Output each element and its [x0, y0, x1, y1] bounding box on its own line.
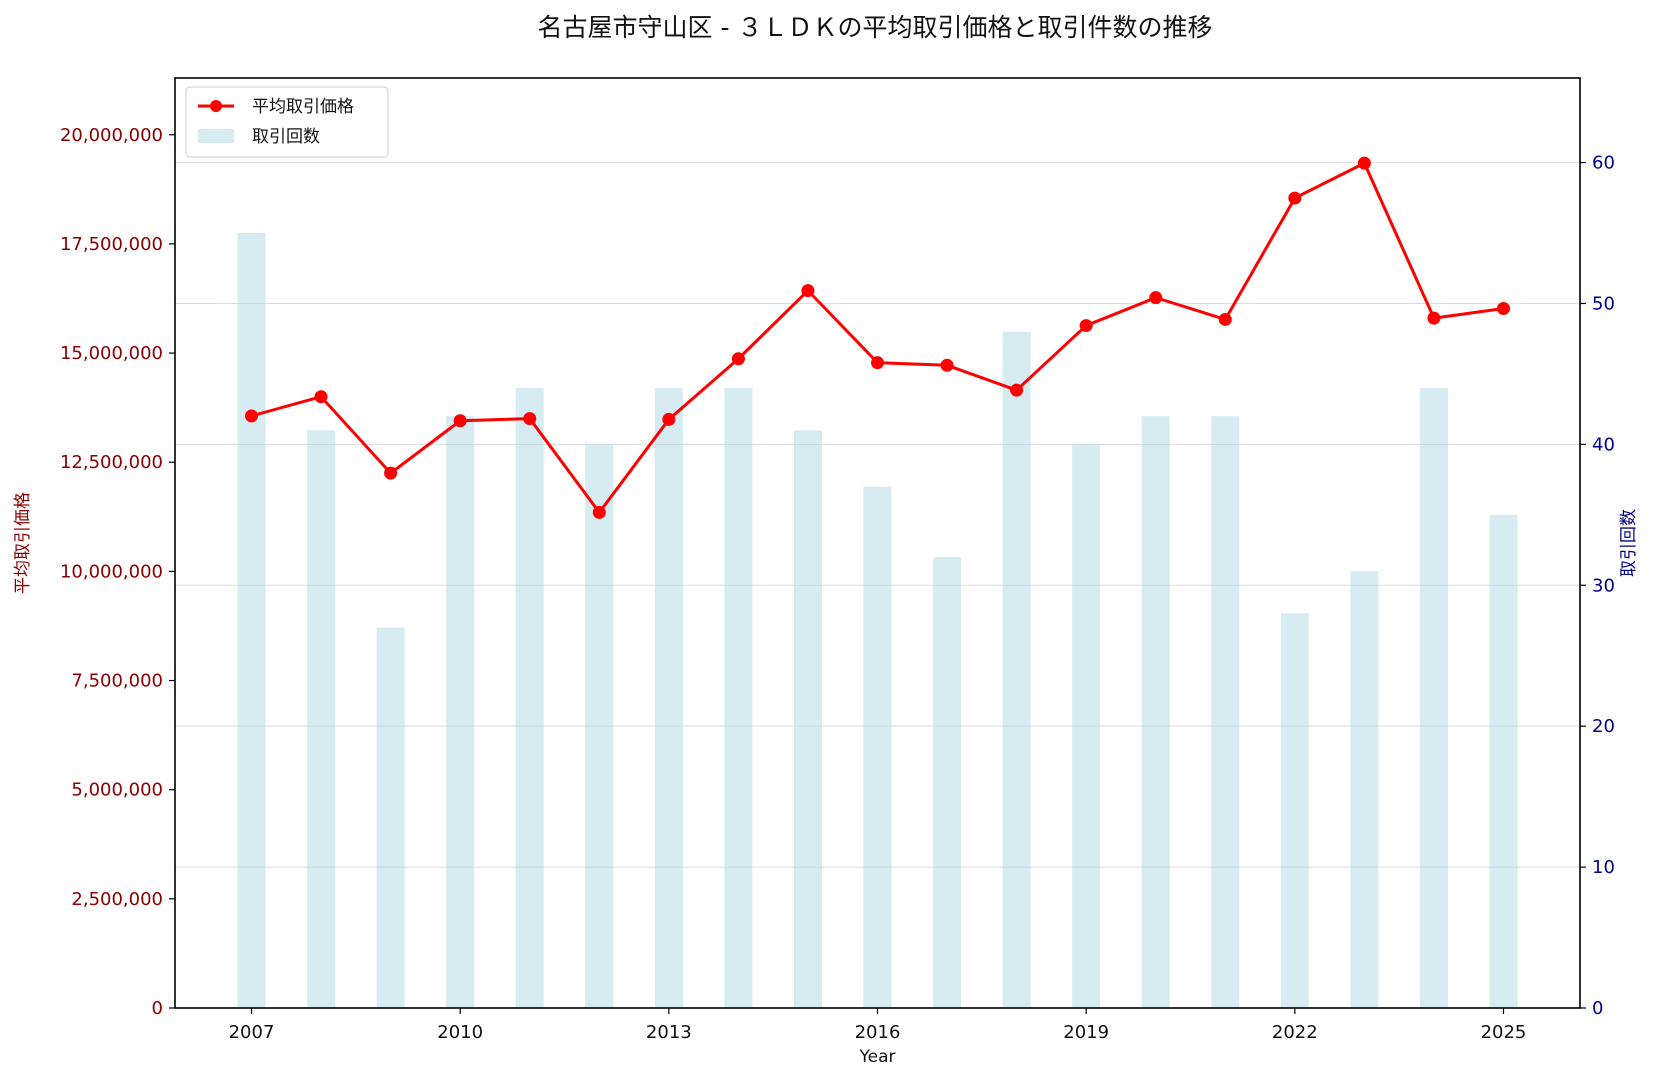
price-point-2022 [1288, 191, 1302, 205]
price-point-2007 [245, 409, 259, 423]
price-point-2020 [1149, 291, 1163, 305]
legend: 平均取引価格 取引回数 [185, 86, 389, 158]
price-point-2017 [940, 358, 954, 372]
bar-2019 [1072, 444, 1101, 1008]
bar-2014 [724, 388, 753, 1008]
price-point-2018 [1010, 383, 1024, 397]
price-point-2012 [592, 505, 606, 519]
bar-2013 [654, 388, 683, 1008]
price-point-2019 [1079, 319, 1093, 333]
y-axis-left-label: 平均取引価格 [13, 492, 33, 594]
y-left-tick-label: 0 [152, 998, 163, 1019]
bar-2009 [376, 627, 405, 1008]
price-point-2021 [1218, 312, 1232, 326]
x-tick-label: 2022 [1272, 1022, 1318, 1043]
y-right-tick-label: 50 [1592, 293, 1615, 314]
y-left-tick-label: 15,000,000 [60, 343, 163, 364]
chart-title: 名古屋市守山区 - ３ＬＤＫの平均取引価格と取引件数の推移 [538, 13, 1213, 42]
y-right-tick-label: 30 [1592, 575, 1615, 596]
x-tick-label: 2019 [1063, 1022, 1109, 1043]
price-point-2011 [523, 412, 537, 426]
y-left-tick-label: 2,500,000 [71, 889, 163, 910]
x-tick-label: 2016 [855, 1022, 901, 1043]
y-left-tick-label: 5,000,000 [71, 780, 163, 801]
x-tick-label: 2007 [229, 1022, 275, 1043]
y-right-tick-label: 10 [1592, 857, 1615, 878]
x-tick-label: 2013 [646, 1022, 692, 1043]
bar-2025 [1489, 514, 1518, 1008]
bar-2020 [1141, 416, 1170, 1008]
y-right-tick-label: 60 [1592, 153, 1615, 174]
x-axis-label: Year [859, 1047, 896, 1067]
price-point-2013 [662, 412, 676, 426]
price-point-2023 [1357, 156, 1371, 170]
price-point-2024 [1427, 311, 1441, 325]
bar-2016 [863, 486, 892, 1008]
axes: 2007 2010 2013 2016 2019 2022 202502,500,0005,… [60, 125, 1615, 1043]
bar-2021 [1211, 416, 1240, 1008]
price-point-2025 [1496, 302, 1510, 316]
y-left-tick-label: 20,000,000 [60, 125, 163, 146]
price-point-2008 [314, 390, 328, 404]
price-point-2009 [384, 466, 398, 480]
y-left-tick-label: 17,500,000 [60, 234, 163, 255]
price-point-2016 [871, 356, 884, 370]
bar-2010 [446, 416, 475, 1008]
y-left-tick-label: 12,500,000 [60, 452, 163, 473]
legend-box [185, 86, 389, 158]
price-point-2015 [801, 284, 815, 298]
y-right-tick-label: 20 [1592, 716, 1615, 737]
bar-2015 [793, 430, 822, 1009]
y-left-tick-label: 10,000,000 [60, 561, 163, 582]
bar-2024 [1419, 388, 1448, 1008]
bar-2011 [515, 388, 544, 1008]
x-tick-label: 2025 [1481, 1022, 1527, 1043]
line-series [245, 156, 1510, 519]
bar-2007 [237, 233, 266, 1008]
legend-line-label: 平均取引価格 [252, 97, 354, 117]
price-point-2014 [731, 352, 745, 366]
bar-2008 [307, 430, 336, 1009]
bar-2023 [1350, 571, 1379, 1008]
price-point-2010 [453, 414, 467, 428]
legend-bar-label: 取引回数 [252, 127, 320, 147]
y-axis-right-label: 取引回数 [1619, 509, 1639, 577]
y-right-tick-label: 0 [1592, 998, 1603, 1019]
bar-2018 [1002, 331, 1031, 1008]
bar-2017 [933, 557, 962, 1008]
legend-bar-swatch [198, 129, 234, 143]
y-left-tick-label: 7,500,000 [71, 671, 163, 692]
bar-2012 [585, 444, 614, 1008]
bar-series [237, 233, 1518, 1009]
x-tick-label: 2010 [437, 1022, 483, 1043]
legend-line-marker [210, 100, 222, 112]
price-line [251, 161, 1504, 514]
y-right-tick-label: 40 [1592, 434, 1615, 455]
bar-2022 [1280, 613, 1309, 1008]
